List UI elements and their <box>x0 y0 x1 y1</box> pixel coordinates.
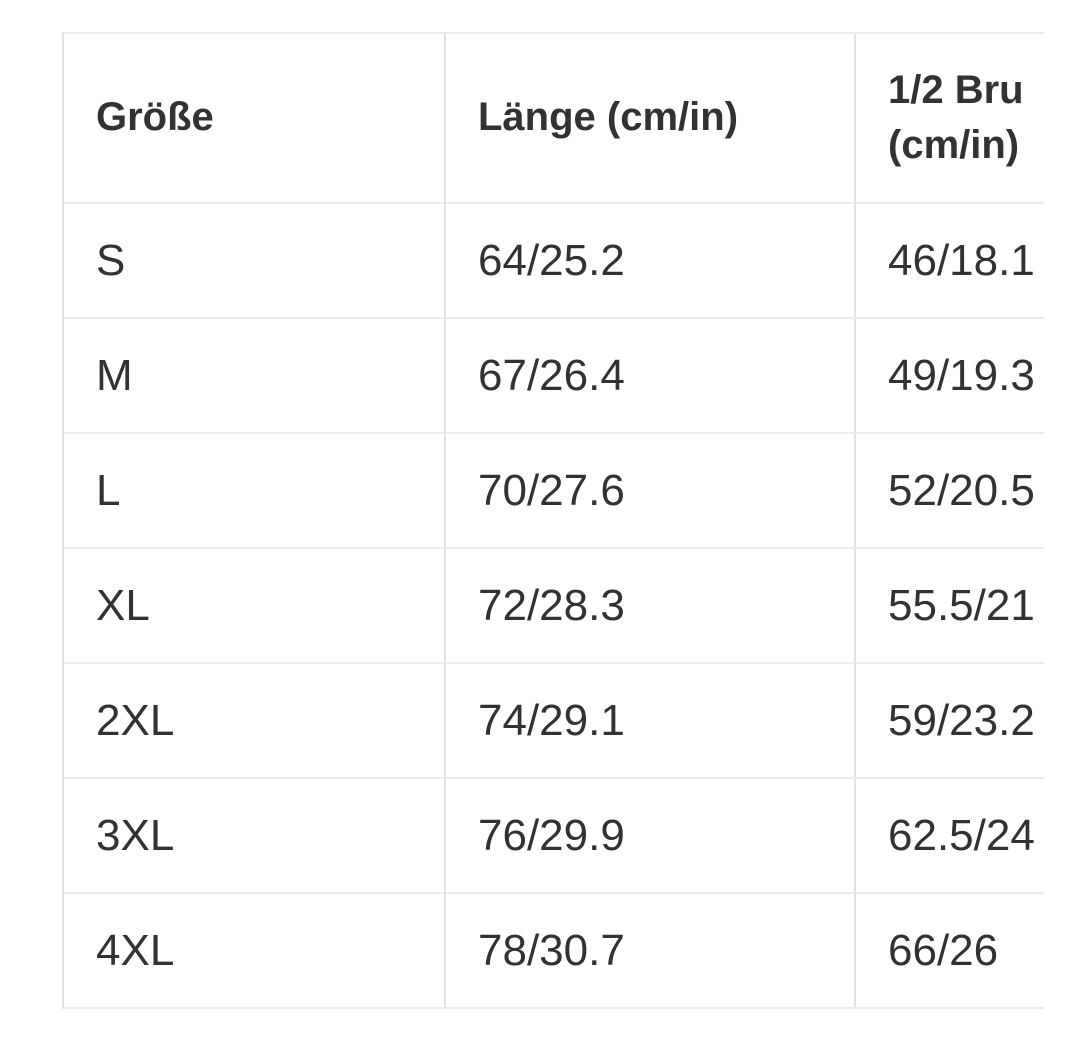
column-header-length: Länge (cm/in) <box>444 34 854 202</box>
cell-size: M <box>64 317 444 432</box>
cell-chest: 66/26 <box>854 892 1044 1007</box>
size-chart-table: Größe Länge (cm/in) 1/2 Bru (cm/in) S 64… <box>64 34 1044 1007</box>
cell-size: XL <box>64 547 444 662</box>
cell-length: 74/29.1 <box>444 662 854 777</box>
cell-length: 70/27.6 <box>444 432 854 547</box>
cell-size: 2XL <box>64 662 444 777</box>
table-row: 2XL 74/29.1 59/23.2 <box>64 662 1044 777</box>
header-row: Größe Länge (cm/in) 1/2 Bru (cm/in) <box>64 34 1044 202</box>
table-row: L 70/27.6 52/20.5 <box>64 432 1044 547</box>
cell-chest: 49/19.3 <box>854 317 1044 432</box>
cell-length: 78/30.7 <box>444 892 854 1007</box>
table-row: 4XL 78/30.7 66/26 <box>64 892 1044 1007</box>
cell-size: 4XL <box>64 892 444 1007</box>
column-header-chest: 1/2 Bru (cm/in) <box>854 34 1044 202</box>
cell-size: 3XL <box>64 777 444 892</box>
size-chart-scroll-area[interactable]: Größe Länge (cm/in) 1/2 Bru (cm/in) S 64… <box>62 32 1044 1009</box>
cell-chest: 59/23.2 <box>854 662 1044 777</box>
cell-chest: 52/20.5 <box>854 432 1044 547</box>
column-header-chest-line1: 1/2 Bru <box>888 67 1024 112</box>
column-header-size: Größe <box>96 95 214 140</box>
cell-chest: 62.5/24 <box>854 777 1044 892</box>
table-row: M 67/26.4 49/19.3 <box>64 317 1044 432</box>
column-header-chest-line2: (cm/in) <box>888 123 1020 167</box>
cell-length: 67/26.4 <box>444 317 854 432</box>
cell-chest: 46/18.1 <box>854 202 1044 317</box>
cell-length: 72/28.3 <box>444 547 854 662</box>
cell-length: 76/29.9 <box>444 777 854 892</box>
table-row: XL 72/28.3 55.5/21 <box>64 547 1044 662</box>
cell-length: 64/25.2 <box>444 202 854 317</box>
table-row: 3XL 76/29.9 62.5/24 <box>64 777 1044 892</box>
cell-size: S <box>64 202 444 317</box>
cell-size: L <box>64 432 444 547</box>
table-row: S 64/25.2 46/18.1 <box>64 202 1044 317</box>
cell-chest: 55.5/21 <box>854 547 1044 662</box>
